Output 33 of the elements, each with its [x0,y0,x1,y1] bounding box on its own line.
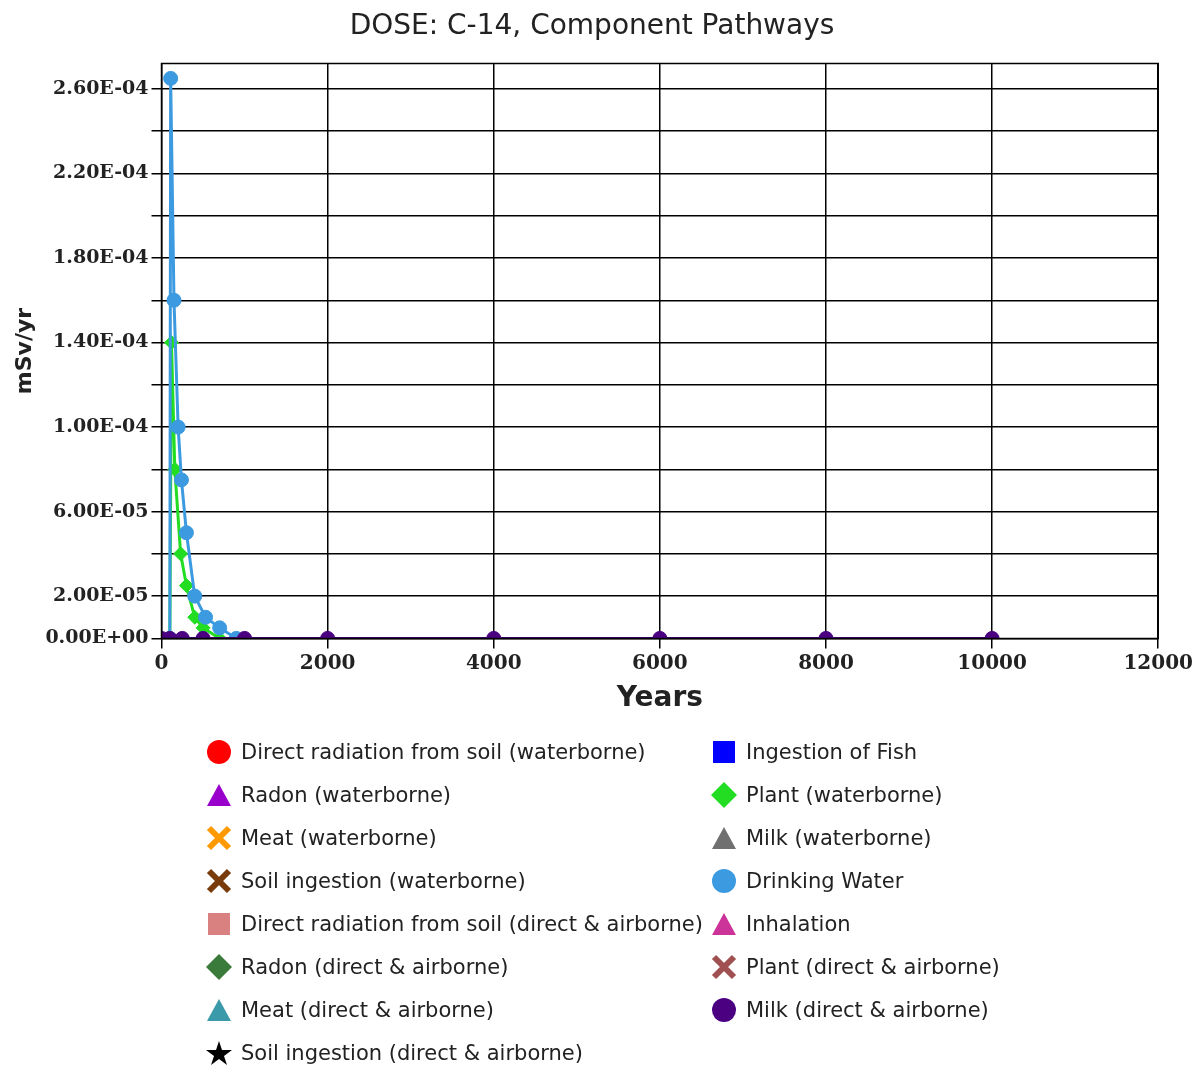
x-axis-title: Years [615,680,703,714]
x-tick-label: 8000 [798,649,854,674]
y-tick-label: 0.00E+00 [45,625,149,648]
legend-label: Soil ingestion (direct & airborne) [241,1040,583,1065]
y-axis-title: mSv/yr [10,307,36,395]
legend-label: Meat (direct & airborne) [241,997,494,1022]
x-tick-label: 6000 [632,649,688,674]
legend-label: Radon (direct & airborne) [241,954,509,979]
legend-label: Drinking Water [746,868,904,893]
y-tick-label: 6.00E-05 [53,498,149,521]
legend-label: Soil ingestion (waterborne) [241,868,526,893]
y-tick-label: 1.40E-04 [53,329,149,352]
y-tick-label: 1.00E-04 [53,414,149,437]
x-tick-label: 2000 [299,649,356,674]
y-tick-label: 2.00E-05 [53,583,149,606]
legend-label: Meat (waterborne) [241,825,437,850]
legend-label: Plant (waterborne) [746,782,943,807]
legend-label: Ingestion of Fish [746,739,918,764]
x-tick-label: 4000 [465,649,522,674]
y-tick-label: 1.80E-04 [53,244,149,267]
x-tick-label: 0 [154,649,169,674]
legend-label: Direct radiation from soil (direct & airborne) [241,911,703,936]
y-tick-label: 2.20E-04 [53,160,149,183]
y-tick-label: 2.60E-04 [53,75,149,98]
chart-title: DOSE: C-14, Component Pathways [349,8,835,42]
legend-label: Radon (waterborne) [241,782,452,807]
legend-label: Plant (direct & airborne) [746,954,1000,979]
legend-label: Milk (direct & airborne) [746,997,989,1022]
legend-label: Inhalation [746,911,851,936]
x-tick-label: 10000 [957,649,1027,674]
legend-label: Milk (waterborne) [746,825,932,850]
x-tick-label: 12000 [1123,649,1194,674]
legend-label: Direct radiation from soil (waterborne) [241,739,646,764]
